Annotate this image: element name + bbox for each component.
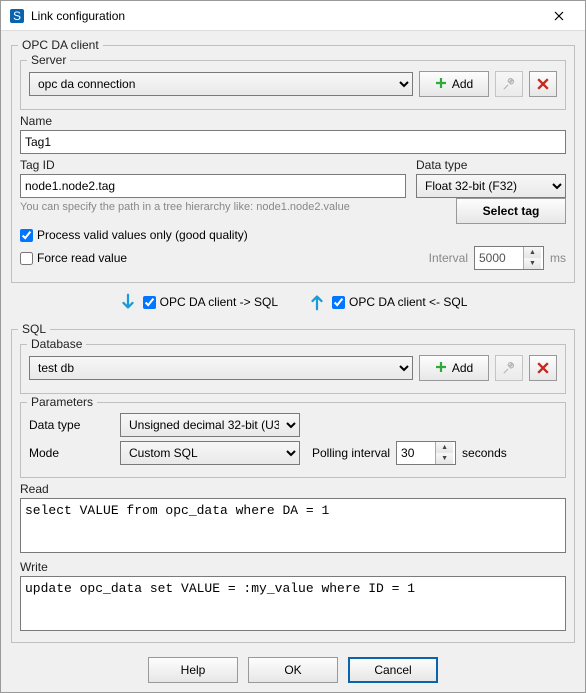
database-add-label: Add [452, 361, 473, 375]
sql-to-opc-input[interactable] [332, 296, 345, 309]
tagid-hint: You can specify the path in a tree hiera… [20, 201, 450, 213]
ok-button[interactable]: OK [248, 657, 338, 683]
tagid-input[interactable] [20, 174, 406, 198]
help-label: Help [181, 663, 206, 677]
process-valid-label: Process valid values only (good quality) [37, 228, 248, 242]
polling-input[interactable] [397, 442, 435, 464]
x-icon [537, 362, 549, 374]
dialog-footer: Help OK Cancel [11, 647, 575, 683]
server-row: opc da connection Add [29, 71, 557, 97]
sql-datatype-select[interactable]: Unsigned decimal 32-bit (U32) [120, 413, 300, 437]
name-label: Name [20, 114, 566, 128]
polling-spinner[interactable]: ▲▼ [396, 441, 456, 465]
ok-label: OK [284, 663, 301, 677]
direction-row: OPC DA client -> SQL OPC DA client <- SQ… [11, 287, 575, 317]
polling-arrows[interactable]: ▲▼ [435, 442, 453, 464]
dialog-body: OPC DA client Server opc da connection A… [1, 31, 585, 692]
dialog-window: S Link configuration OPC DA client Serve… [0, 0, 586, 693]
app-icon: S [9, 8, 25, 24]
select-tag-label: Select tag [483, 204, 540, 218]
database-group: Database test db Add [20, 344, 566, 394]
plus-icon [435, 77, 447, 92]
database-delete-button[interactable] [529, 355, 557, 381]
write-label: Write [20, 560, 566, 574]
read-label: Read [20, 482, 566, 496]
sql-datatype-label: Data type [29, 418, 114, 432]
cancel-label: Cancel [374, 663, 411, 677]
window-close-button[interactable] [537, 2, 581, 30]
plus-icon [435, 361, 447, 376]
server-tools-button[interactable] [495, 71, 523, 97]
interval-unit: ms [550, 251, 566, 265]
sql-to-opc-checkbox[interactable]: OPC DA client <- SQL [332, 295, 467, 309]
write-textarea[interactable]: update opc_data set VALUE = :my_value wh… [20, 576, 566, 631]
arrow-down-icon [119, 293, 137, 311]
force-read-input[interactable] [20, 252, 33, 265]
interval-arrows[interactable]: ▲▼ [523, 247, 541, 269]
name-input[interactable] [20, 130, 566, 154]
help-button[interactable]: Help [148, 657, 238, 683]
force-read-checkbox[interactable]: Force read value [20, 251, 423, 265]
polling-unit: seconds [462, 446, 507, 460]
parameters-group-title: Parameters [27, 395, 97, 409]
opc-to-sql-checkbox[interactable]: OPC DA client -> SQL [143, 295, 278, 309]
database-add-button[interactable]: Add [419, 355, 489, 381]
sql-group-title: SQL [18, 322, 50, 336]
opc-to-sql-label: OPC DA client -> SQL [160, 295, 278, 309]
datatype-label: Data type [416, 158, 566, 172]
database-group-title: Database [27, 337, 86, 351]
x-icon [537, 78, 549, 90]
svg-text:S: S [13, 9, 21, 23]
opc-group: OPC DA client Server opc da connection A… [11, 45, 575, 283]
interval-spinner[interactable]: ▲▼ [474, 246, 544, 270]
force-read-label: Force read value [37, 251, 127, 265]
database-select[interactable]: test db [29, 356, 413, 380]
polling-label: Polling interval [312, 446, 390, 460]
arrow-up-icon [308, 293, 326, 311]
opc-to-sql-input[interactable] [143, 296, 156, 309]
read-textarea[interactable]: select VALUE from opc_data where DA = 1 [20, 498, 566, 553]
database-tools-button[interactable] [495, 355, 523, 381]
sql-group: SQL Database test db Add [11, 329, 575, 643]
datatype-select[interactable]: Float 32-bit (F32) [416, 174, 566, 198]
tagid-label: Tag ID [20, 158, 406, 172]
interval-input[interactable] [475, 247, 523, 269]
process-valid-checkbox[interactable]: Process valid values only (good quality) [20, 228, 248, 242]
select-tag-button[interactable]: Select tag [456, 198, 566, 224]
titlebar: S Link configuration [1, 1, 585, 31]
parameters-group: Parameters Data type Unsigned decimal 32… [20, 402, 566, 478]
interval-label: Interval [429, 251, 468, 265]
cancel-button[interactable]: Cancel [348, 657, 438, 683]
wrench-icon [502, 361, 516, 375]
server-group: Server opc da connection Add [20, 60, 566, 110]
server-add-button[interactable]: Add [419, 71, 489, 97]
wrench-icon [502, 77, 516, 91]
sql-to-opc-label: OPC DA client <- SQL [349, 295, 467, 309]
window-title: Link configuration [31, 9, 537, 23]
mode-label: Mode [29, 446, 114, 460]
process-valid-input[interactable] [20, 229, 33, 242]
opc-group-title: OPC DA client [18, 38, 103, 52]
server-select[interactable]: opc da connection [29, 72, 413, 96]
mode-select[interactable]: Custom SQL [120, 441, 300, 465]
server-group-title: Server [27, 53, 70, 67]
server-delete-button[interactable] [529, 71, 557, 97]
server-add-label: Add [452, 77, 473, 91]
